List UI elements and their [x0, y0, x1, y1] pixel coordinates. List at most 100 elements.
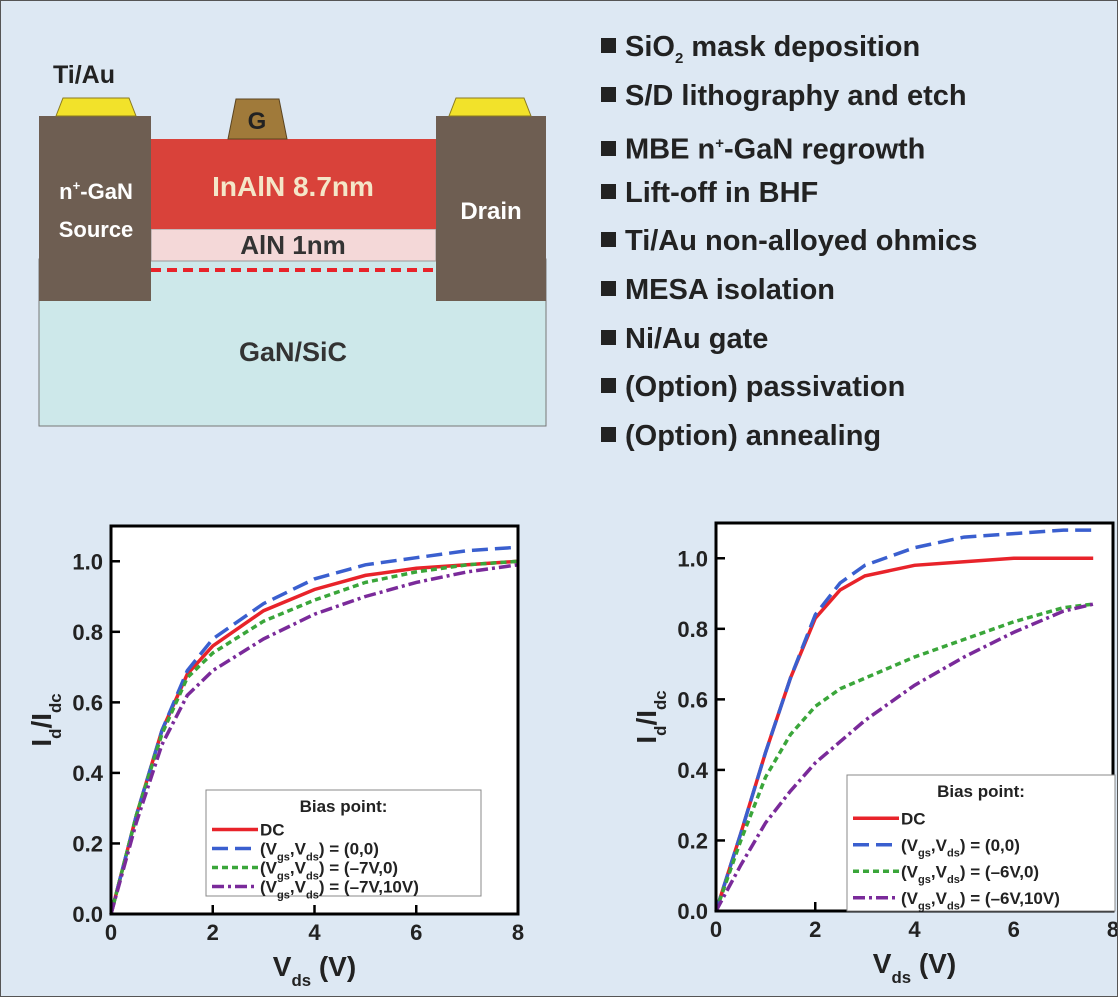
x-tick-label: 6 [1008, 917, 1020, 942]
script-text: d [651, 726, 670, 736]
y-tick-label: 0.6 [677, 687, 708, 712]
text-part: ) = (–6V,0) [960, 862, 1039, 881]
text-part: V [873, 948, 892, 979]
drain-contact [436, 116, 546, 301]
text-part: DC [901, 809, 926, 828]
step-text: (Option) passivation [625, 371, 906, 404]
x-tick-label: 0 [105, 920, 117, 945]
text-part: ,V [931, 836, 948, 855]
text-part: (V [260, 878, 278, 897]
series-line [109, 563, 519, 915]
text-part: (V [901, 862, 919, 881]
bullet [601, 38, 616, 53]
script-text: ds [291, 971, 311, 990]
y-tick-label: 0.0 [677, 899, 708, 924]
legend-label: (Vgs,Vds) = (–6V,0) [901, 862, 1039, 886]
series-line [714, 602, 1094, 912]
step-text: + [715, 135, 724, 153]
y-tick-label: 0.2 [72, 831, 103, 856]
x-tick-label: 2 [207, 920, 219, 945]
text-part: DC [260, 821, 285, 840]
bullet [601, 140, 616, 156]
legend-box [205, 789, 482, 897]
x-tick-label: 8 [512, 920, 524, 945]
text-part: ,V [290, 859, 307, 878]
step-text: Ti/Au non-alloyed ohmics [625, 225, 978, 258]
script-text: + [73, 178, 81, 193]
script-text: gs [918, 901, 931, 913]
script-text: ds [306, 889, 319, 901]
text-part: ) = (–7V,10V) [319, 878, 419, 897]
series-line [714, 602, 1094, 912]
process-step: Ti/Au non-alloyed ohmics [601, 217, 977, 266]
text-part: I [26, 739, 57, 747]
process-step: Lift-off in BHF [601, 169, 977, 218]
script-text: d [46, 729, 65, 739]
y-tick-label: 1.0 [72, 549, 103, 574]
bullet [601, 183, 616, 199]
text-part: ) = (0,0) [319, 840, 379, 859]
drain-metal [448, 97, 532, 117]
x-tick-label: 4 [908, 917, 921, 942]
step-text: Lift-off in BHF [625, 176, 819, 209]
text-part: /I [26, 713, 57, 729]
series-line [714, 528, 1094, 912]
series-line [109, 559, 519, 915]
gate-label: G [248, 108, 267, 135]
y-axis-label: Id/Idc [631, 690, 670, 743]
text-part: ,V [931, 862, 948, 881]
barrier-label: InAlN 8.7nm [212, 171, 374, 202]
x-axis-label: Vds (V) [873, 948, 956, 987]
process-step: MBE n+-GaN regrowth [601, 120, 977, 169]
step-text: (Option) annealing [625, 419, 882, 452]
script-text: ds [947, 901, 960, 913]
contact-label: Ti/Au [53, 61, 115, 89]
y-tick-label: 0.8 [677, 617, 708, 642]
x-tick-label: 6 [410, 920, 422, 945]
text-part: (V [901, 836, 919, 855]
y-tick-label: 0.4 [72, 761, 103, 786]
text-part: /I [631, 710, 662, 726]
step-text: mask deposition [683, 31, 921, 63]
device-cross-section: Ti/Au G n+-GaN Source InAlN 8.7nm AlN 1n… [38, 61, 547, 427]
bullet [601, 426, 616, 442]
step-text: Ni/Au gate [625, 322, 769, 355]
text-part: -GaN [80, 179, 133, 204]
text-part: (V) [911, 948, 956, 979]
process-step: (Option) passivation [601, 363, 977, 412]
source-material-label: n+-GaN [59, 178, 133, 204]
process-steps: SiO2 mask deposition S/D lithography and … [601, 23, 977, 460]
bullet [601, 378, 616, 394]
legend-label: DC [901, 809, 926, 828]
barrier-layer [151, 139, 436, 229]
text-part: ) = (–7V,0) [319, 859, 398, 878]
text-part: (V [260, 859, 278, 878]
step-text: S/D lithography and etch [625, 79, 967, 112]
source-contact [39, 116, 151, 301]
legend-label: (Vgs,Vds) = (0,0) [901, 836, 1020, 860]
source-metal [55, 97, 137, 117]
script-text: gs [277, 870, 290, 882]
legend-label: (Vgs,Vds) = (0,0) [260, 840, 379, 864]
substrate-label: GaN/SiC [239, 337, 347, 367]
text-part: ,V [290, 878, 307, 897]
gate-metal [227, 98, 288, 140]
process-step: (Option) annealing [601, 412, 977, 461]
text-part: n [59, 179, 72, 204]
spacer-label: AlN 1nm [240, 230, 345, 260]
step-text: MBE n [625, 133, 716, 166]
y-axis-label: Id/Idc [26, 693, 65, 746]
script-text: gs [277, 851, 290, 863]
script-text: ds [947, 848, 960, 860]
y-tick-label: 0.6 [72, 690, 103, 715]
step-text: 2 [674, 49, 684, 67]
y-tick-label: 0.0 [72, 902, 103, 927]
legend-label: (Vgs,Vds) = (–7V,0) [260, 859, 398, 883]
legend-label: (Vgs,Vds) = (–6V,10V) [901, 889, 1060, 913]
x-tick-label: 2 [809, 917, 821, 942]
spacer-layer [150, 228, 437, 262]
script-text: gs [918, 848, 931, 860]
y-tick-label: 0.4 [677, 758, 708, 783]
script-text: ds [947, 874, 960, 886]
